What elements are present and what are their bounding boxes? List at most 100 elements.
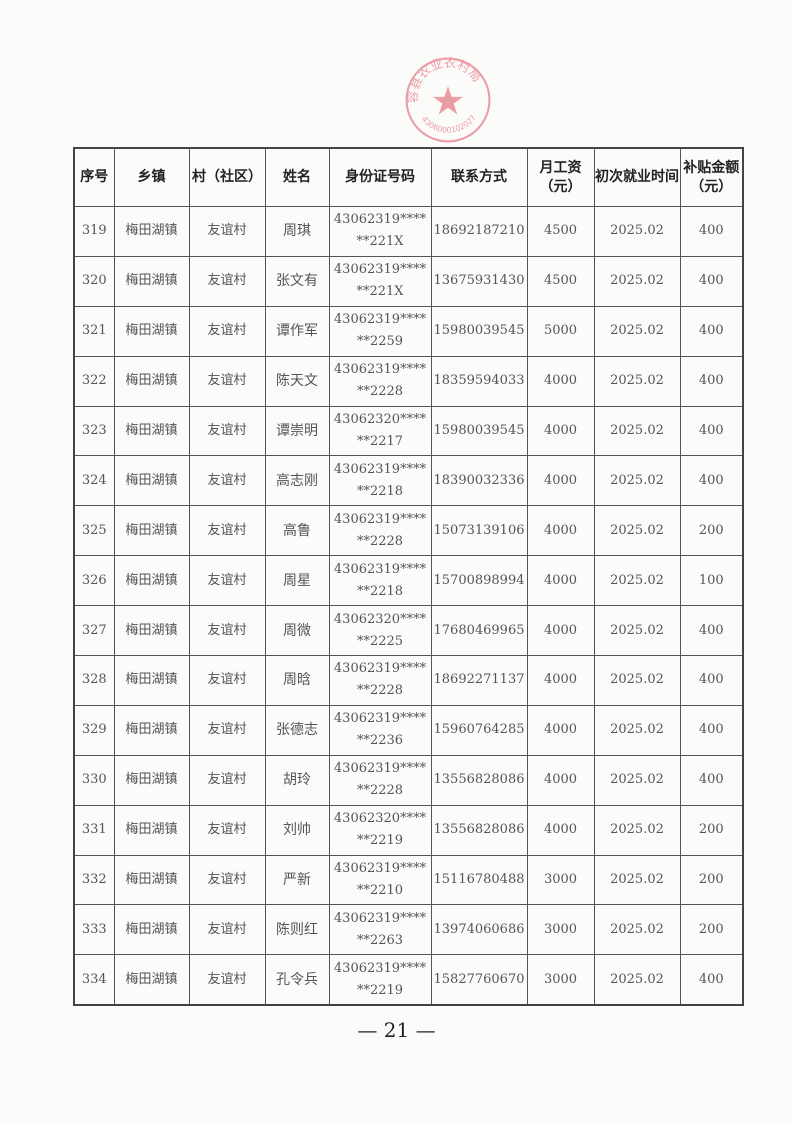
cell-wage: 4500 bbox=[526, 206, 595, 257]
cell-name: 陈天文 bbox=[264, 355, 330, 407]
cell-id: 43062319**** **2228 bbox=[328, 754, 432, 806]
table-row: 328 梅田湖镇 友谊村 周晗 43062319**** **2228 1869227113… bbox=[73, 655, 744, 706]
cell-index: 327 bbox=[73, 605, 115, 657]
cell-subsidy: 200 bbox=[679, 904, 744, 956]
header-col-monthly-wage: 月工资（元） bbox=[526, 147, 595, 207]
cell-id: 43062319**** **221X bbox=[328, 255, 432, 307]
id-part: 43062319**** bbox=[333, 960, 427, 976]
header-col-first-employment: 初次就业时间 bbox=[593, 147, 681, 207]
id-part: **2217 bbox=[356, 434, 404, 449]
cell-date: 2025.02 bbox=[593, 305, 681, 357]
table-row: 330 梅田湖镇 友谊村 胡玲 43062319**** **2228 1355682808… bbox=[73, 754, 744, 806]
cell-date: 2025.02 bbox=[593, 505, 681, 557]
cell-subsidy: 400 bbox=[679, 305, 744, 357]
cell-name: 刘帅 bbox=[264, 804, 330, 856]
table-row: 333 梅田湖镇 友谊村 陈则红 43062319**** **2263 139740606… bbox=[73, 904, 744, 956]
cell-date: 2025.02 bbox=[593, 405, 681, 457]
cell-index: 329 bbox=[73, 704, 115, 756]
cell-contact: 13556828086 bbox=[430, 754, 528, 806]
cell-wage: 4000 bbox=[526, 655, 595, 706]
cell-subsidy: 400 bbox=[679, 255, 744, 307]
cell-town: 梅田湖镇 bbox=[113, 704, 190, 756]
cell-subsidy: 400 bbox=[679, 355, 744, 407]
subsidy-table: 序号 乡镇 村（社区） 姓名 身份证号码 联系方式 月工资（元） 初次就业时间 补贴金额（元） … bbox=[73, 147, 744, 1007]
cell-name: 高志刚 bbox=[264, 455, 330, 507]
table-row: 322 梅田湖镇 友谊村 陈天文 43062319**** **2228 183595940… bbox=[73, 355, 744, 407]
cell-village: 友谊村 bbox=[188, 555, 266, 607]
cell-wage: 4000 bbox=[526, 405, 595, 457]
cell-date: 2025.02 bbox=[593, 954, 681, 1006]
cell-wage: 4000 bbox=[526, 355, 595, 407]
cell-name: 张德志 bbox=[264, 704, 330, 756]
official-seal: 容县农业农村局 4306000102027 bbox=[405, 56, 491, 143]
cell-town: 梅田湖镇 bbox=[113, 555, 190, 607]
id-part: **2225 bbox=[356, 633, 404, 649]
cell-id: 43062319**** **2236 bbox=[328, 704, 432, 756]
cell-town: 梅田湖镇 bbox=[113, 605, 190, 657]
table-row: 329 梅田湖镇 友谊村 张德志 43062319**** **2236 159607642… bbox=[73, 704, 744, 756]
cell-index: 334 bbox=[73, 954, 115, 1006]
cell-contact: 13675931430 bbox=[430, 255, 528, 307]
id-part: **2228 bbox=[356, 783, 404, 799]
cell-village: 友谊村 bbox=[188, 954, 266, 1006]
cell-subsidy: 400 bbox=[679, 754, 744, 806]
cell-wage: 4000 bbox=[526, 505, 595, 557]
cell-contact: 17680469965 bbox=[430, 605, 528, 657]
cell-contact: 18390032336 bbox=[430, 455, 528, 507]
id-part: 43062319**** bbox=[333, 461, 427, 477]
cell-id: 43062319**** **2263 bbox=[328, 904, 432, 956]
id-part: **2218 bbox=[356, 483, 404, 499]
cell-name: 胡玲 bbox=[264, 754, 330, 806]
cell-index: 322 bbox=[73, 355, 115, 407]
cell-date: 2025.02 bbox=[593, 655, 681, 706]
cell-contact: 18359594033 bbox=[430, 355, 528, 407]
id-part: 43062319**** bbox=[333, 312, 427, 328]
cell-name: 谭作军 bbox=[264, 305, 330, 357]
cell-subsidy: 400 bbox=[679, 206, 744, 257]
id-part: **2210 bbox=[356, 883, 404, 899]
cell-town: 梅田湖镇 bbox=[113, 355, 190, 407]
id-part: **221X bbox=[356, 284, 404, 300]
id-part: 43062319**** bbox=[333, 761, 427, 777]
cell-index: 325 bbox=[73, 505, 115, 557]
id-part: **2219 bbox=[356, 982, 404, 998]
cell-name: 谭崇明 bbox=[264, 405, 330, 457]
cell-contact: 15980039545 bbox=[430, 305, 528, 357]
cell-index: 330 bbox=[73, 754, 115, 806]
cell-name: 周星 bbox=[264, 555, 330, 607]
cell-village: 友谊村 bbox=[188, 405, 266, 457]
cell-name: 周微 bbox=[264, 605, 330, 657]
cell-id: 43062319**** **2218 bbox=[328, 555, 432, 607]
header-col-town: 乡镇 bbox=[113, 147, 190, 207]
id-part: 43062319**** bbox=[333, 661, 427, 677]
id-part: 43062319**** bbox=[333, 262, 427, 278]
id-part: **2219 bbox=[356, 833, 404, 849]
seal-text: 容县农业农村局 bbox=[405, 56, 485, 103]
id-part: 43062320**** bbox=[333, 611, 427, 627]
cell-village: 友谊村 bbox=[188, 605, 266, 657]
cell-index: 331 bbox=[73, 804, 115, 856]
cell-wage: 3000 bbox=[526, 904, 595, 956]
cell-id: 43062319**** **2210 bbox=[328, 854, 432, 906]
cell-town: 梅田湖镇 bbox=[113, 954, 190, 1006]
table-row: 325 梅田湖镇 友谊村 高鲁 43062319**** **2228 1507313910… bbox=[73, 505, 744, 557]
cell-village: 友谊村 bbox=[188, 655, 266, 706]
id-part: 43062319**** bbox=[333, 362, 427, 378]
seal-number: 4306000102027 bbox=[420, 113, 478, 135]
cell-index: 332 bbox=[73, 854, 115, 906]
table-row: 323 梅田湖镇 友谊村 谭崇明 43062320**** **2217 159800395… bbox=[73, 405, 744, 457]
cell-village: 友谊村 bbox=[188, 505, 266, 557]
cell-subsidy: 100 bbox=[679, 555, 744, 607]
cell-subsidy: 200 bbox=[679, 804, 744, 856]
cell-name: 严新 bbox=[264, 854, 330, 906]
cell-id: 43062320**** **2225 bbox=[328, 605, 432, 657]
table-row: 324 梅田湖镇 友谊村 高志刚 43062319**** **2218 183900323… bbox=[73, 455, 744, 507]
cell-index: 319 bbox=[73, 206, 115, 257]
cell-wage: 4000 bbox=[526, 804, 595, 856]
cell-contact: 18692187210 bbox=[430, 206, 528, 257]
cell-id: 43062319**** **221X bbox=[328, 206, 432, 257]
table-row: 332 梅田湖镇 友谊村 严新 43062319**** **2210 1511678048… bbox=[73, 854, 744, 906]
cell-name: 陈则红 bbox=[264, 904, 330, 956]
cell-town: 梅田湖镇 bbox=[113, 655, 190, 706]
cell-date: 2025.02 bbox=[593, 455, 681, 507]
